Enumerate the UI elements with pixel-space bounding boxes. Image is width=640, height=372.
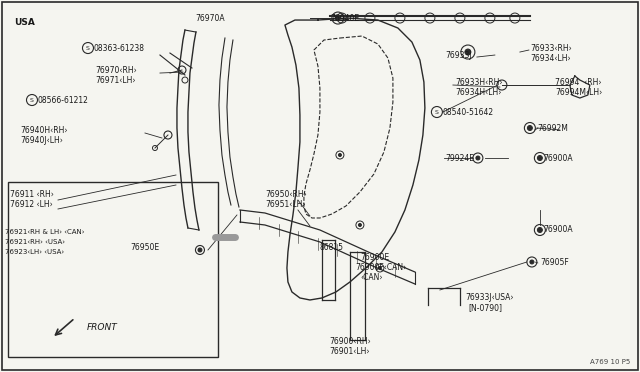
Circle shape — [527, 125, 532, 131]
Text: 08566-61212: 08566-61212 — [38, 96, 89, 105]
Text: [N-0790]: [N-0790] — [468, 304, 502, 312]
Text: 76934H‹LH›: 76934H‹LH› — [455, 87, 501, 96]
Circle shape — [339, 154, 341, 157]
Text: 76900E: 76900E — [360, 253, 389, 263]
Text: 76940J‹LH›: 76940J‹LH› — [20, 135, 63, 144]
Text: 76934‹LH›: 76934‹LH› — [530, 54, 570, 62]
Circle shape — [378, 266, 381, 269]
Text: 76900A: 76900A — [543, 225, 573, 234]
Circle shape — [538, 228, 542, 232]
Text: 76950E: 76950E — [130, 244, 159, 253]
Text: 76933J‹USA›: 76933J‹USA› — [465, 294, 513, 302]
Text: 76971‹LH›: 76971‹LH› — [95, 76, 136, 84]
Text: 76951‹LH›: 76951‹LH› — [265, 201, 305, 209]
Text: S: S — [435, 109, 439, 115]
Text: 76912 ‹LH›: 76912 ‹LH› — [10, 201, 52, 209]
Text: ‹CAN›: ‹CAN› — [360, 273, 383, 282]
Circle shape — [530, 260, 534, 264]
Circle shape — [358, 224, 362, 227]
Text: 76994M‹LH›: 76994M‹LH› — [555, 87, 602, 96]
Text: 76911 ‹RH›: 76911 ‹RH› — [10, 190, 54, 199]
Circle shape — [465, 49, 471, 55]
Text: 76970A: 76970A — [195, 13, 225, 23]
Text: 76940H‹RH›: 76940H‹RH› — [20, 125, 67, 135]
Text: A769 10 P5: A769 10 P5 — [590, 359, 630, 365]
Text: 76933H‹RH›: 76933H‹RH› — [455, 77, 502, 87]
Text: 76921‹RH› ‹USA›: 76921‹RH› ‹USA› — [5, 239, 65, 245]
Text: 76950‹RH›: 76950‹RH› — [265, 190, 307, 199]
Text: 76900F‹CAN›: 76900F‹CAN› — [355, 263, 406, 272]
Text: 76923‹LH› ‹USA›: 76923‹LH› ‹USA› — [5, 249, 64, 255]
Text: 08363-61238: 08363-61238 — [94, 44, 145, 52]
Circle shape — [538, 155, 542, 160]
Circle shape — [198, 248, 202, 252]
Text: 86815: 86815 — [320, 244, 344, 253]
Text: 08540-51642: 08540-51642 — [443, 108, 494, 116]
Text: S: S — [86, 45, 90, 51]
Circle shape — [335, 16, 340, 20]
Circle shape — [476, 156, 480, 160]
Text: 76900A: 76900A — [543, 154, 573, 163]
Text: 76992M: 76992M — [537, 124, 568, 132]
Text: 76900‹RH›: 76900‹RH› — [329, 337, 371, 346]
Text: 76940E: 76940E — [330, 13, 359, 23]
Text: 76901‹LH›: 76901‹LH› — [330, 347, 370, 356]
Text: 76994  ‹RH›: 76994 ‹RH› — [555, 77, 602, 87]
Text: S: S — [30, 97, 34, 103]
Text: 76933J: 76933J — [445, 51, 472, 60]
Text: 76933‹RH›: 76933‹RH› — [530, 44, 572, 52]
Text: 76921‹RH & LH› ‹CAN›: 76921‹RH & LH› ‹CAN› — [5, 229, 84, 235]
Text: USA: USA — [14, 17, 35, 26]
Bar — [8, 182, 218, 357]
Text: 79924E: 79924E — [445, 154, 474, 163]
Text: FRONT: FRONT — [87, 324, 118, 333]
Text: 76905F: 76905F — [540, 259, 568, 267]
Text: 76970‹RH›: 76970‹RH› — [95, 65, 137, 74]
